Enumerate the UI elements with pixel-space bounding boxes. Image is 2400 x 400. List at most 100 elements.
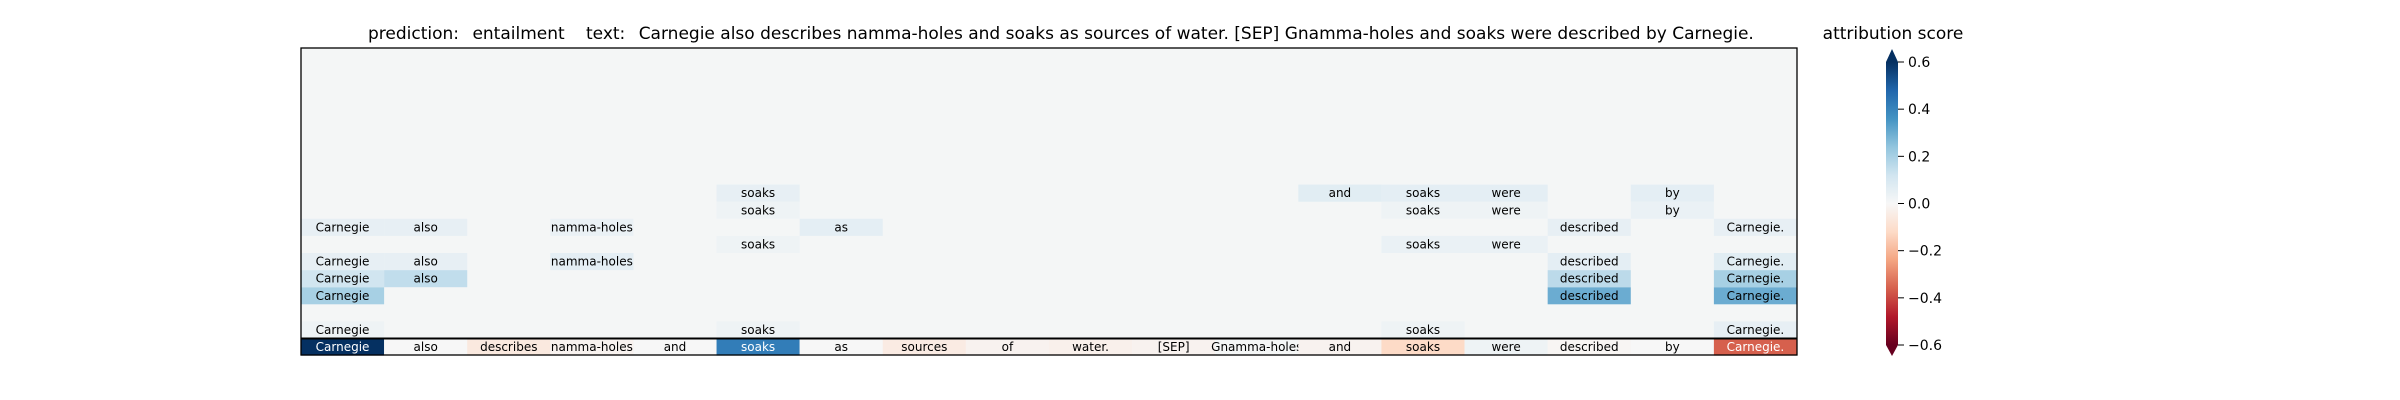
bottom-row-cell xyxy=(1547,338,1631,356)
heatmap-cells: Carnegie also describes namma-holes and soaks… xyxy=(301,184,1797,356)
stack-row-4-cell xyxy=(1547,270,1631,288)
stack-row-4-label: also xyxy=(414,272,438,286)
bottom-row-label: by xyxy=(1665,340,1680,354)
stack-row-4-label: described xyxy=(1560,272,1619,286)
bottom-row-cell xyxy=(1298,338,1382,356)
colorbar: attribution score 0.6 0.4 0.2 0.0 −0.2 −0.4 −0… xyxy=(1823,24,1963,356)
bottom-row-cell xyxy=(965,338,1049,356)
stack-row-3-label: Carnegie. xyxy=(1727,289,1785,303)
stack-row-5-cell xyxy=(1713,253,1797,271)
bottom-row-cell xyxy=(1215,338,1299,356)
stack-row-1-label: Carnegie xyxy=(316,323,370,337)
bottom-row-label: sources xyxy=(901,340,947,354)
colorbar-gradient xyxy=(1886,62,1898,345)
stack-row-5-label: Carnegie. xyxy=(1727,255,1785,269)
stack-row-3-cell xyxy=(301,287,385,305)
stack-row-7-label: as xyxy=(834,220,848,234)
stack-row-4-label: Carnegie. xyxy=(1727,272,1785,286)
stack-row-1-label: soaks xyxy=(1406,323,1440,337)
bottom-row-label: and xyxy=(664,340,687,354)
stack-row-5-cell xyxy=(1547,253,1631,271)
bottom-row-label: Gnamma-holes xyxy=(1211,340,1302,354)
text-value: Carnegie also describes namma-holes and … xyxy=(639,24,1754,44)
stack-row-5-label: described xyxy=(1560,255,1619,269)
stack-row-8-cell xyxy=(1630,201,1714,219)
colorbar-extend-max xyxy=(1886,49,1898,62)
stack-row-1-cell xyxy=(1381,321,1465,339)
bottom-row-label: [SEP] xyxy=(1158,340,1190,354)
bottom-row-label: soaks xyxy=(1406,340,1440,354)
stack-row-4-cell xyxy=(384,270,468,288)
stack-row-6-cell xyxy=(1381,235,1465,253)
stack-row-7-cell xyxy=(384,218,468,236)
stack-row-8-cell xyxy=(716,201,800,219)
heatmap-frame xyxy=(300,47,1798,356)
stack-row-9-label: soaks xyxy=(741,186,775,200)
colorbar-tick-label: −0.6 xyxy=(1908,338,1942,354)
stack-row-6-cell xyxy=(716,235,800,253)
bottom-row-label: of xyxy=(1002,340,1014,354)
stack-row-3-cell xyxy=(1713,287,1797,305)
stack-row-5-cell xyxy=(550,253,634,271)
stack-row-7-label: Carnegie. xyxy=(1727,220,1785,234)
stack-row-9-cell xyxy=(1298,184,1382,202)
stack-row-8-cell xyxy=(1464,201,1548,219)
stack-row-9-cell xyxy=(1381,184,1465,202)
bottom-row-label: described xyxy=(1560,340,1619,354)
stack-row-6-label: soaks xyxy=(741,237,775,251)
stack-row-1-label: Carnegie. xyxy=(1727,323,1785,337)
stack-row-5-label: namma-holes xyxy=(551,255,633,269)
stack-row-7-cell xyxy=(1547,218,1631,236)
stack-row-8-label: by xyxy=(1665,203,1680,217)
stack-row-4-label: Carnegie xyxy=(316,272,370,286)
bottom-row-cell xyxy=(550,338,634,356)
heatmap-background xyxy=(301,48,1797,355)
bottom-row-cell xyxy=(633,338,717,356)
bottom-row-label: and xyxy=(1329,340,1352,354)
bottom-row-label: soaks xyxy=(741,340,775,354)
svg-text:prediction: entailment: prediction: entailment xyxy=(368,24,565,44)
stack-row-8-cell xyxy=(1381,201,1465,219)
bottom-row-cell xyxy=(1713,338,1797,356)
bottom-row-cell xyxy=(1464,338,1548,356)
chart-title: prediction: entailment text: Carnegie al… xyxy=(368,24,1754,44)
stack-row-5-label: also xyxy=(414,255,438,269)
stack-row-7-label: Carnegie xyxy=(316,220,370,234)
stack-row-6-label: were xyxy=(1491,237,1520,251)
prediction-label: prediction: xyxy=(368,24,459,44)
stack-row-7-label: also xyxy=(414,220,438,234)
stack-row-8-label: were xyxy=(1491,203,1520,217)
stack-row-4-cell xyxy=(1713,270,1797,288)
bottom-row-label: also xyxy=(414,340,438,354)
stack-row-1-label: soaks xyxy=(741,323,775,337)
stack-row-9-cell xyxy=(1464,184,1548,202)
stack-row-9-label: by xyxy=(1665,186,1680,200)
bottom-row-cell xyxy=(1132,338,1216,356)
bottom-row-cell xyxy=(716,338,800,356)
stack-row-6-cell xyxy=(1464,235,1548,253)
bottom-row-cell xyxy=(1049,338,1133,356)
bottom-row-label: Carnegie. xyxy=(1727,340,1785,354)
stack-row-1-cell xyxy=(301,321,385,339)
stack-row-9-label: were xyxy=(1491,186,1520,200)
stack-row-6-label: soaks xyxy=(1406,237,1440,251)
colorbar-tick-label: 0.6 xyxy=(1908,55,1930,71)
stack-row-7-cell xyxy=(550,218,634,236)
stack-row-3-label: Carnegie xyxy=(316,289,370,303)
prediction-value: entailment xyxy=(472,24,565,44)
stack-row-7-cell xyxy=(799,218,883,236)
bottom-row-label: water. xyxy=(1072,340,1109,354)
bottom-row-cell xyxy=(1630,338,1714,356)
colorbar-tick-label: 0.2 xyxy=(1908,149,1930,165)
stack-row-1-cell xyxy=(1713,321,1797,339)
stack-row-3-label: described xyxy=(1560,289,1619,303)
bottom-row-label: describes xyxy=(480,340,537,354)
bottom-row-label: were xyxy=(1491,340,1520,354)
bottom-row-cell xyxy=(467,338,551,356)
bottom-row-label: Carnegie xyxy=(316,340,370,354)
stack-row-9-cell xyxy=(716,184,800,202)
stack-row-8-label: soaks xyxy=(741,203,775,217)
stack-row-1-cell xyxy=(716,321,800,339)
stack-row-5-label: Carnegie xyxy=(316,255,370,269)
